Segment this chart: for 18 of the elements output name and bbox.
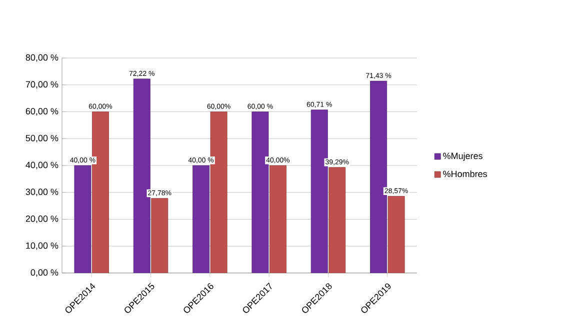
y-tick-label: 20,00 % [26,216,58,223]
y-tick-label: 60,00 % [26,108,58,116]
y-tick-label: 50,00 % [26,134,58,142]
legend-label: %Hombres [443,170,487,178]
bar [151,198,168,273]
y-tick-label: 80,00 % [26,54,58,62]
legend-label: %Mujeres [443,152,482,161]
bar [269,165,286,273]
y-tick-label: 30,00 % [26,188,58,196]
y-tick-label: 40,00 % [26,162,58,170]
bar [328,167,346,273]
bar [92,112,109,273]
bar [388,196,405,273]
bar [74,165,92,273]
y-tick-label: 10,00 % [26,242,58,250]
y-tick-label: 0,00 % [30,269,58,277]
bar [192,165,210,273]
y-tick-label: 70,00 % [26,81,58,89]
